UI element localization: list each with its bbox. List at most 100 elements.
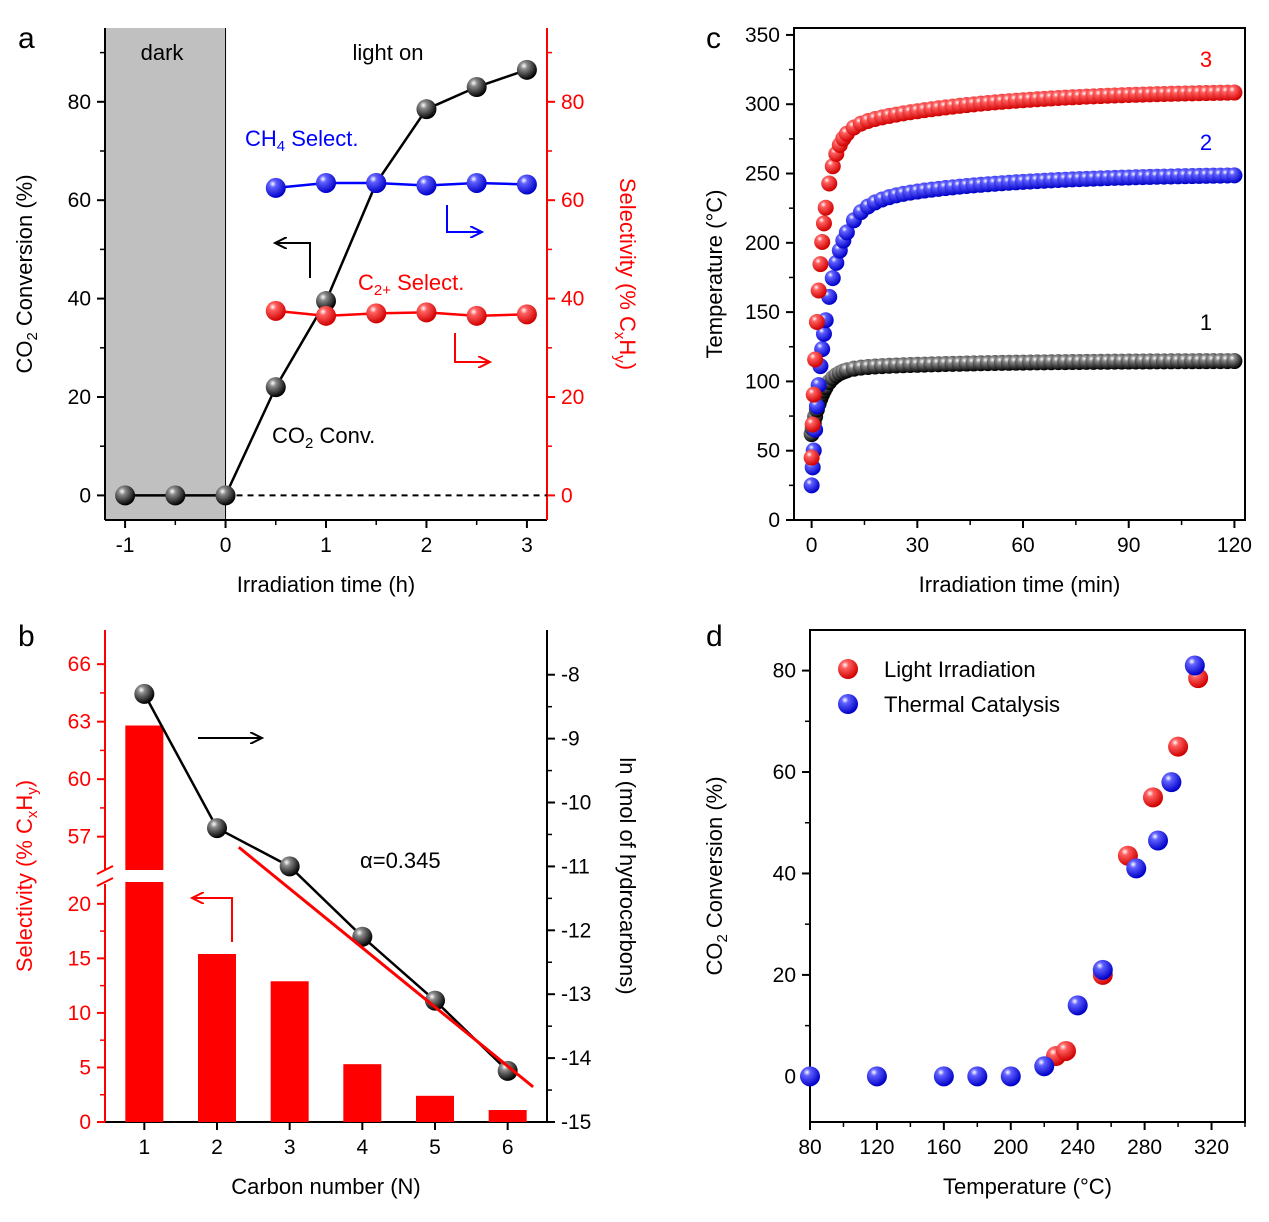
data-point xyxy=(1067,995,1088,1016)
series-blue xyxy=(800,655,1205,1087)
data-point xyxy=(265,177,286,198)
bar xyxy=(416,1095,454,1122)
data-point xyxy=(824,158,841,175)
data-point xyxy=(814,233,831,250)
data-point xyxy=(466,305,487,326)
y-tick-label: 80 xyxy=(773,660,796,683)
data-point xyxy=(803,477,820,494)
ln-line xyxy=(143,693,509,1072)
x-tick-label: 160 xyxy=(926,1136,961,1159)
axis-arrow-right-ch4 xyxy=(446,205,482,232)
data-point xyxy=(817,199,834,216)
y-tick-label: 100 xyxy=(745,370,780,393)
data-point xyxy=(115,485,136,506)
axis-break-mark xyxy=(96,877,114,887)
data-point xyxy=(165,485,186,506)
data-point xyxy=(828,254,845,271)
x-tick-label: 2 xyxy=(211,1136,223,1159)
y-axis-label: Temperature (°C) xyxy=(702,190,727,359)
data-point xyxy=(808,313,825,330)
data-point xyxy=(812,256,829,273)
data-point xyxy=(805,386,822,403)
y-tick-label: 250 xyxy=(745,163,780,186)
data-point xyxy=(1142,787,1163,808)
x-tick-label: 30 xyxy=(906,534,929,557)
data-point xyxy=(316,305,336,326)
y-axis-label-right: ln (mol of hydrocarbons) xyxy=(615,757,640,994)
y-tick-label: 57 xyxy=(68,826,91,849)
axis-arrow-left xyxy=(192,898,233,942)
data-point xyxy=(416,302,437,323)
data-point xyxy=(265,300,286,321)
x-tick-label: 280 xyxy=(1127,1136,1162,1159)
y-tick-label: 60 xyxy=(773,761,796,784)
y-tick-label: 200 xyxy=(745,232,780,255)
y-tick-label: 66 xyxy=(68,653,91,676)
y-tick-label: -15 xyxy=(561,1111,591,1134)
data-point xyxy=(815,325,832,342)
y-tick-label: 80 xyxy=(68,91,91,114)
x-tick-label: 90 xyxy=(1117,534,1140,557)
data-point xyxy=(1184,655,1205,676)
data-point xyxy=(416,175,437,196)
dark-region xyxy=(105,28,226,520)
panel-d: d 80 120 160 200 240 280 320 0 20 40 60 80 Temperatu… xyxy=(702,620,1246,1199)
x-tick-label: 3 xyxy=(284,1136,296,1159)
data-point xyxy=(1148,830,1168,851)
data-point xyxy=(807,351,824,368)
x-tick-label: 6 xyxy=(502,1136,514,1159)
data-point xyxy=(265,377,286,398)
y-tick-label: -13 xyxy=(561,983,591,1006)
y-tick-label: 50 xyxy=(757,440,780,463)
y-tick-label: 5 xyxy=(79,1056,91,1079)
y-tick-label: -11 xyxy=(561,855,590,878)
bar xyxy=(125,882,164,1122)
bar xyxy=(198,954,236,1122)
axis-arrow-right-c2 xyxy=(454,333,490,362)
y-tick-label: 20 xyxy=(773,964,796,987)
panel-label-c: c xyxy=(706,22,721,55)
data-point xyxy=(497,1060,518,1081)
x-tick-label: 5 xyxy=(429,1136,441,1159)
data-point xyxy=(1226,353,1243,370)
data-point xyxy=(416,99,437,120)
series-label-co2: CO2 Conv. xyxy=(272,423,375,452)
panel-label-d: d xyxy=(706,620,723,653)
data-point xyxy=(804,416,821,433)
axis-break-mark xyxy=(96,865,114,875)
y-axis-label-right: Selectivity (% CxHy) xyxy=(611,178,640,370)
x-tick-label: 60 xyxy=(1011,534,1034,557)
y-tick-label: 10 xyxy=(68,1002,91,1025)
data-point xyxy=(466,172,487,193)
panel-c: c 0 30 60 90 120 0 50 100 150 200 250 300 350 Irradia… xyxy=(702,22,1252,597)
data-point xyxy=(1168,736,1189,757)
y-tick-label: 80 xyxy=(561,91,584,114)
y-tick-label: 40 xyxy=(773,862,796,885)
plot-frame xyxy=(793,27,1246,521)
legend-marker xyxy=(838,659,858,679)
x-axis-label: Carbon number (N) xyxy=(231,1174,421,1199)
bar xyxy=(488,1110,527,1122)
x-tick-label: 0 xyxy=(806,534,818,557)
data-point xyxy=(810,282,827,299)
data-point xyxy=(1055,1040,1076,1061)
data-point xyxy=(1000,1066,1021,1087)
data-point xyxy=(866,1066,887,1087)
data-point xyxy=(134,683,155,704)
series-label-c2: C2+ Select. xyxy=(358,270,464,299)
data-point xyxy=(279,856,300,877)
bar-upper xyxy=(125,725,164,870)
data-point xyxy=(803,449,820,466)
data-point xyxy=(800,1066,820,1087)
y-tick-label: 60 xyxy=(68,189,91,212)
panel-label-b: b xyxy=(18,620,35,653)
data-point xyxy=(316,291,336,312)
panel-a: a -1 0 1 2 3 0 20 40 60 80 0 20 40 60 80 Irradiation ti… xyxy=(12,22,640,597)
x-tick-label: 4 xyxy=(356,1136,368,1159)
series-red xyxy=(803,84,1243,466)
x-tick-label: 1 xyxy=(138,1136,150,1159)
y-tick-label: 0 xyxy=(561,484,573,507)
plot-frame xyxy=(809,629,1246,1123)
